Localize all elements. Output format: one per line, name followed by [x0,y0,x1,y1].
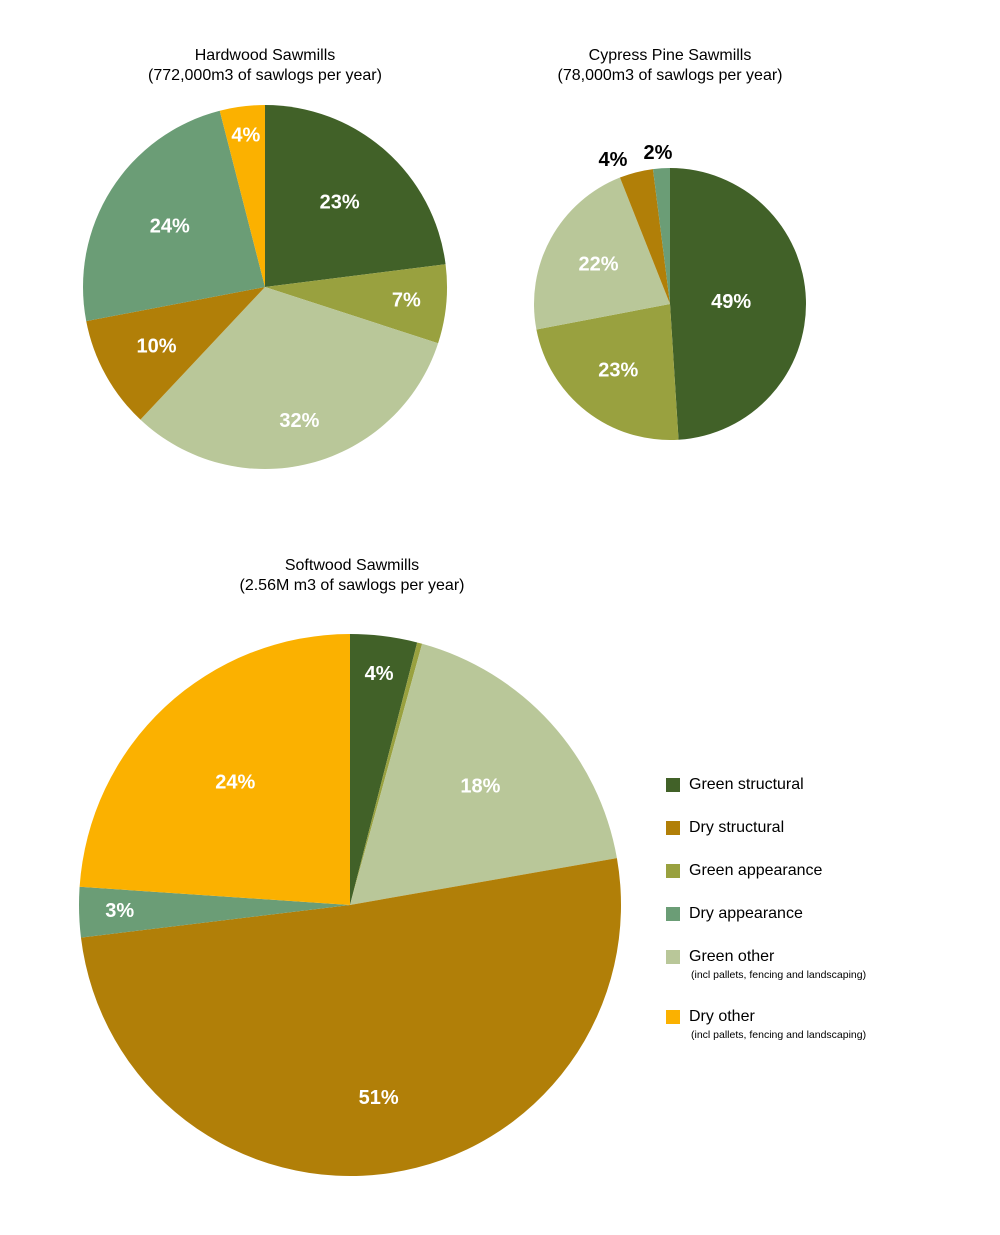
pie-slice-dry-other [219,105,265,287]
data-label: 23% [320,191,360,213]
pie-slice-dry-structural [619,169,670,304]
data-label: 24% [150,216,190,238]
pie-slice-green-structural [350,634,418,905]
legend-label: Green other [689,948,775,965]
legend-label: Dry appearance [689,905,803,922]
legend-label: Dry structural [689,819,785,836]
legend-note: (incl pallets, fencing and landscaping) [691,1029,867,1041]
pie-slice-green-other [534,177,670,330]
legend-swatch [666,821,680,835]
pie-slice-dry-structural [80,858,622,1177]
pie-slice-dry-appearance [82,110,265,322]
pie-slice-dry-structural [86,287,265,420]
data-label: 51% [359,1087,399,1109]
cypress-subtitle: (78,000m3 of sawlogs per year) [557,67,783,84]
data-label: 3% [105,900,134,922]
hardwood-title: Hardwood Sawmills [194,47,336,64]
softwood-subtitle: (2.56M m3 of sawlogs per year) [239,577,465,594]
data-label: 22% [578,254,618,276]
data-label: 23% [598,360,638,382]
softwood-title: Softwood Sawmills [284,557,420,574]
pie-slice-green-structural [670,168,806,440]
softwood-chart-title: Softwood Sawmills (2.56M m3 of sawlogs p… [202,556,502,596]
pie-slice-dry-appearance [652,168,670,304]
data-label: 18% [460,776,500,798]
cypress-title: Cypress Pine Sawmills [588,47,752,64]
legend-label: Green appearance [689,862,823,879]
data-label: 4% [231,124,260,146]
cypress-chart-title: Cypress Pine Sawmills (78,000m3 of sawlo… [520,46,820,86]
data-label: 4% [365,663,394,685]
hardwood-chart-title: Hardwood Sawmills (772,000m3 of sawlogs … [115,46,415,86]
pie-slice-green-appearance [536,304,679,440]
pie-slice-green-appearance [350,642,423,905]
pie-slice-dry-other [79,634,350,905]
legend-swatch [666,950,680,964]
hardwood-subtitle: (772,000m3 of sawlogs per year) [148,67,382,84]
pie-slice-green-appearance [265,264,447,344]
pie-slice-dry-appearance [79,886,351,938]
data-label: 32% [279,410,319,432]
pie-slice-green-other [350,643,617,905]
legend-label: Green structural [689,776,804,793]
legend-swatch [666,1010,680,1024]
data-label: 7% [392,289,421,311]
legend-swatch [666,907,680,921]
data-label: 10% [137,336,177,358]
pie-slice-green-other [140,287,439,469]
data-label: 49% [711,291,751,313]
data-label: 4% [599,149,628,171]
hardwood-pie: 23% 7% 32% 10% 24% 4% [82,105,447,469]
legend-label: Dry other [689,1008,755,1025]
data-label: 2% [644,142,673,164]
data-label: 24% [215,771,255,793]
softwood-pie: 4% 18% 51% 3% 24% [79,634,622,1177]
legend-swatch [666,778,680,792]
cypress-pie: 49% 23% 22% 4% 2% [534,142,806,440]
legend-swatch [666,864,680,878]
pie-slice-green-structural [265,105,446,287]
legend-note: (incl pallets, fencing and landscaping) [691,969,867,981]
